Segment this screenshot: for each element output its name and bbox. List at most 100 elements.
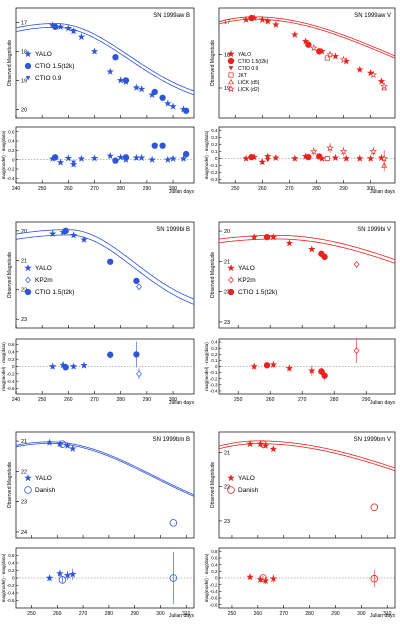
residual-y-tick-label: -0.2 (7, 167, 15, 172)
x-tick-label: 300 (169, 186, 178, 192)
data-point (250, 233, 258, 241)
data-point (377, 77, 386, 85)
main-plot-frame (218, 7, 396, 119)
y-axis-label: Observed Magnitude (210, 462, 216, 509)
legend-marker (227, 288, 235, 296)
x-tick-label: 260 (254, 611, 263, 617)
y-tick-label: 22 (21, 469, 27, 475)
x-tick-label: 260 (53, 611, 62, 617)
residual-point (45, 574, 54, 582)
residual-y-tick-label: 0.2 (8, 568, 15, 573)
data-point (258, 15, 267, 23)
data-point (261, 441, 270, 449)
legend-label: YALO (35, 51, 52, 58)
data-point (169, 102, 177, 110)
residual-y-tick-label: 0.6 (8, 342, 15, 347)
data-point (45, 438, 54, 446)
x-tick-label: 270 (280, 611, 289, 617)
y-tick-label: 18 (224, 53, 230, 59)
data-point (71, 29, 76, 34)
x-tick-label: 240 (12, 186, 21, 192)
residual-plot-frame (218, 126, 396, 184)
residual-y-tick-label: -0.1 (210, 163, 218, 168)
residual-y-tick-label: -0.6 (7, 386, 15, 391)
x-tick-label: 280 (105, 611, 114, 617)
model-curve (218, 238, 396, 264)
model-curve (15, 234, 195, 305)
residual-point (62, 364, 69, 371)
residual-y-tick-label: -0.2 (210, 582, 218, 587)
residual-point (310, 147, 318, 155)
residual-y-tick-label: -0.2 (7, 371, 15, 376)
residual-point (80, 361, 88, 369)
legend-marker (25, 76, 31, 81)
y-tick-label: 21 (224, 451, 230, 457)
data-point (62, 227, 69, 234)
residual-point (272, 153, 280, 161)
x-tick-label: 300 (169, 397, 178, 403)
residual-point (179, 154, 188, 162)
data-point (305, 41, 312, 48)
data-point (136, 283, 142, 291)
data-point (369, 70, 378, 78)
residual-y-tick-label: 0 (215, 156, 218, 161)
legend-marker (228, 66, 234, 71)
legend-label: CTIO 1.5(t2k) (238, 59, 269, 65)
residual-point (242, 154, 250, 162)
x-tick-label: 250 (228, 611, 237, 617)
x-tick-label: 250 (27, 611, 36, 617)
data-point (69, 444, 77, 452)
residual-point (370, 574, 379, 583)
residual-y-tick-label: 0.1 (211, 149, 218, 154)
y-tick-label: 23 (224, 519, 230, 525)
residual-y-tick-label: 0.2 (211, 142, 218, 147)
residual-point (353, 347, 360, 355)
x-tick-label: 290 (143, 397, 152, 403)
residual-point (263, 362, 271, 369)
x-tick-label: 290 (130, 611, 139, 617)
x-tick-label: 260 (64, 186, 73, 192)
model-curve (15, 23, 195, 92)
y-tick-label: 22 (21, 288, 27, 294)
residual-y-tick-label: -0.2 (210, 170, 218, 175)
x-tick-label: 260 (64, 397, 73, 403)
data-point (310, 44, 318, 52)
residual-y-tick-label: -0.4 (210, 589, 218, 594)
residual-point (291, 154, 299, 162)
y-axis-label: Observed Magnitude (210, 40, 216, 87)
residual-y-tick-label: 0 (215, 364, 218, 369)
chart-title: SN 1999bi V (357, 227, 391, 233)
residual-point (169, 154, 177, 162)
data-point (169, 519, 178, 527)
residual-point (116, 153, 125, 161)
legend-marker (24, 50, 32, 58)
x-tick-label: 290 (362, 397, 371, 403)
legend-label: CTIO 1.5(t2k) (35, 289, 74, 296)
residual-point (137, 153, 146, 161)
y-axis-label: Observed Magnitude (7, 252, 13, 299)
residual-point (305, 153, 312, 161)
data-point (331, 52, 340, 60)
data-point (263, 233, 271, 241)
data-point (256, 440, 265, 448)
residual-point (122, 154, 130, 161)
x-tick-label: 260 (258, 186, 267, 192)
y-tick-label: 22 (224, 290, 230, 296)
y-tick-label: 20 (21, 229, 27, 235)
residual-point (265, 157, 271, 163)
residual-point (366, 154, 375, 162)
residual-y-tick-label: 0 (12, 157, 15, 162)
residual-y-tick-label: 0.6 (211, 556, 218, 561)
data-point (291, 30, 299, 38)
legend-marker (24, 264, 32, 272)
chart-title: SN 1999bi B (156, 227, 190, 233)
data-point (324, 55, 330, 61)
legend-label: CTIO 1.5(t2k) (35, 63, 74, 70)
residual-point (133, 351, 140, 358)
residual-point (56, 569, 64, 577)
residual-y-tick-label: 0.2 (8, 357, 15, 362)
y-axis-label: Observed Magnitude (210, 252, 216, 299)
residual-point (324, 155, 330, 162)
residual-y-tick-label: 0.4 (8, 349, 15, 354)
residual-point (331, 153, 340, 161)
